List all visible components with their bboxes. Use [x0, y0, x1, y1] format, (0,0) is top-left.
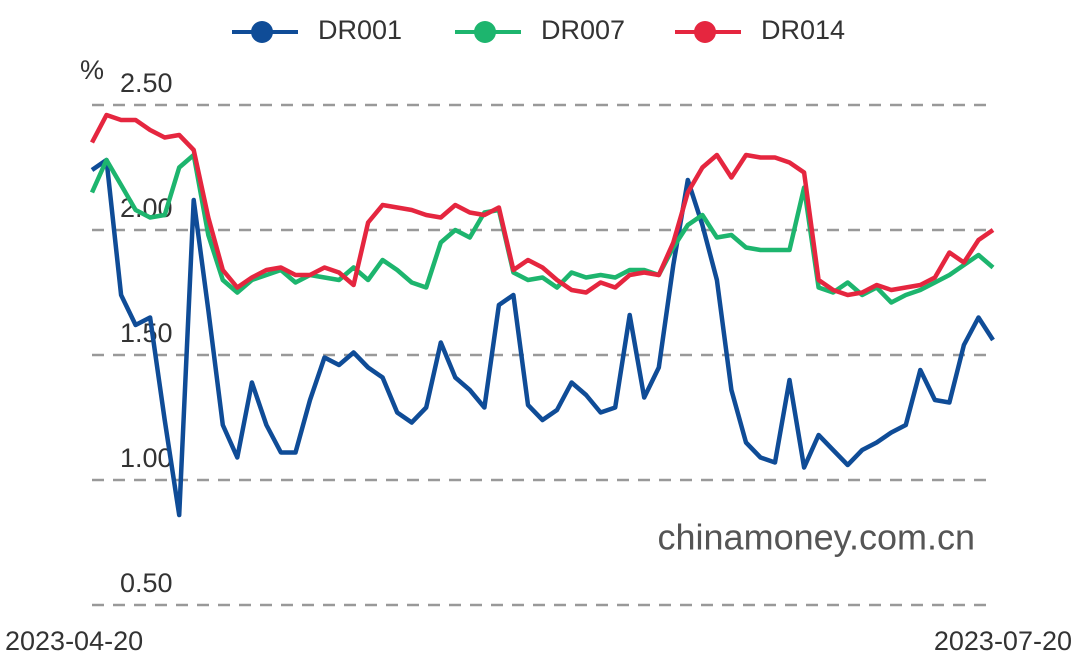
- y-unit: %: [80, 55, 104, 85]
- y-tick-label: 2.50: [120, 68, 173, 98]
- line-dr007: [89, 152, 995, 305]
- watermark: chinamoney.com.cn: [658, 517, 975, 558]
- legend-marker: [474, 21, 496, 43]
- x-tick-label: 2023-04-20: [5, 626, 143, 656]
- line-dr001: [90, 157, 995, 518]
- legend-marker: [251, 21, 273, 43]
- line-dr014: [90, 112, 995, 298]
- legend-label: DR014: [761, 15, 845, 45]
- legend-marker: [694, 21, 716, 43]
- x-tick-label: 2023-07-20: [934, 626, 1072, 656]
- y-tick-label: 1.00: [120, 443, 173, 473]
- y-tick-label: 0.50: [120, 568, 173, 598]
- legend-label: DR001: [318, 15, 402, 45]
- legend-label: DR007: [541, 15, 625, 45]
- y-tick-label: 1.50: [120, 318, 173, 348]
